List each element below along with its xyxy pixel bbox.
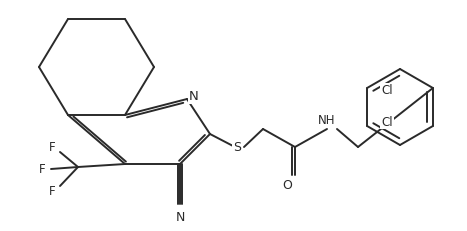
Text: N: N: [189, 90, 199, 103]
Text: Cl: Cl: [381, 116, 393, 129]
Text: N: N: [175, 211, 184, 224]
Text: Cl: Cl: [381, 84, 393, 97]
Text: S: S: [233, 141, 241, 154]
Text: O: O: [282, 179, 292, 192]
Text: F: F: [39, 163, 45, 176]
Text: F: F: [49, 141, 55, 154]
Text: NH: NH: [318, 113, 336, 126]
Text: F: F: [49, 185, 55, 198]
